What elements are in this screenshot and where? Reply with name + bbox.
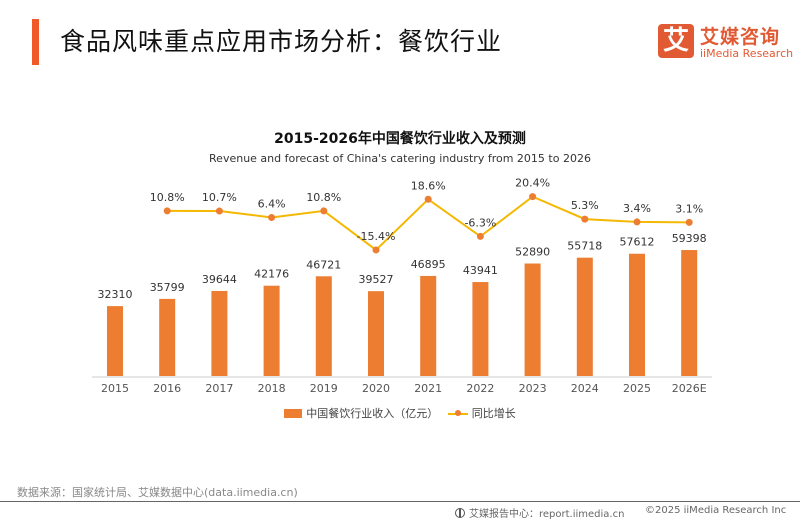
legend-item-growth: 同比增长 (447, 405, 516, 421)
bar-label-2019: 46721 (306, 258, 341, 271)
x-tick-label-2021: 2021 (414, 382, 442, 395)
bar-label-2021: 46895 (411, 258, 446, 271)
legend-revenue-label: 中国餐饮行业收入（亿元） (306, 407, 439, 420)
logo-cn-text: 艾媒咨询 (700, 26, 781, 48)
bar-2024 (576, 257, 593, 376)
title-accent-bar (32, 19, 39, 65)
growth-label-2016: 10.8% (150, 191, 185, 204)
bar-2023 (524, 263, 541, 376)
bar-label-2023: 52890 (515, 246, 550, 259)
growth-point-2016 (163, 207, 171, 215)
legend-item-revenue: 中国餐饮行业收入（亿元） (284, 405, 438, 421)
bar-2022 (472, 282, 489, 376)
globe-icon (455, 507, 465, 518)
bar-label-2018: 42176 (254, 268, 289, 281)
growth-point-2023 (529, 193, 537, 201)
growth-label-2018: 6.4% (258, 197, 286, 210)
bar-2018 (263, 285, 280, 376)
report-center-text[interactable]: 艾媒报告中心：report.iimedia.cn (469, 509, 625, 520)
growth-point-2020 (372, 246, 380, 254)
bar-label-2017: 39644 (202, 273, 237, 286)
bar-2019 (315, 276, 332, 376)
bar-label-2020: 39527 (359, 273, 394, 286)
chart-canvas: 32310 2015 35799 2016 39644 2017 42176 2018 4672… (92, 177, 712, 395)
chart-subtitle: Revenue and forecast of China's catering… (209, 152, 591, 165)
bar-label-2015: 32310 (98, 288, 133, 301)
growth-label-2017: 10.7% (202, 191, 237, 204)
growth-label-2026E: 3.1% (675, 202, 703, 215)
legend-growth-label: 同比增长 (471, 407, 516, 420)
growth-label-2025: 3.4% (623, 202, 651, 215)
footer-divider (0, 501, 800, 502)
data-source: 数据来源：国家统计局、艾媒数据中心(data.iimedia.cn) (17, 486, 298, 499)
bar-label-2026E: 59398 (672, 232, 707, 245)
x-tick-label-2026E: 2026E (672, 382, 707, 395)
x-tick-label-2018: 2018 (258, 382, 286, 395)
growth-label-2024: 5.3% (571, 199, 599, 212)
growth-point-2019 (320, 207, 328, 215)
bar-label-2025: 57612 (620, 236, 655, 249)
x-tick-label-2024: 2024 (571, 382, 599, 395)
chart-legend: 中国餐饮行业收入（亿元） 同比增长 (0, 405, 800, 421)
growth-point-2017 (215, 207, 223, 215)
growth-label-2021: 18.6% (411, 179, 446, 192)
iimedia-logo: 艾 艾媒咨询 iiMedia Research (658, 22, 798, 62)
x-tick-label-2022: 2022 (466, 382, 494, 395)
growth-label-2020: -15.4% (357, 230, 396, 243)
logo-mark-icon: 艾 (658, 24, 694, 58)
growth-label-2023: 20.4% (515, 177, 550, 190)
growth-label-2019: 10.8% (306, 191, 341, 204)
x-tick-label-2025: 2025 (623, 382, 651, 395)
report-center: 艾媒报告中心：report.iimedia.cn (455, 505, 624, 520)
chart-title: 2015-2026年中国餐饮行业收入及预测 (274, 131, 526, 147)
bar-2026E (681, 250, 698, 376)
growth-point-2022 (476, 232, 484, 240)
growth-point-2026E (685, 218, 693, 226)
x-tick-label-2015: 2015 (101, 382, 129, 395)
bar-2017 (211, 290, 228, 376)
bar-2015 (107, 306, 123, 376)
growth-point-2018 (268, 213, 276, 221)
x-tick-label-2023: 2023 (519, 382, 547, 395)
x-tick-label-2020: 2020 (362, 382, 390, 395)
growth-point-2021 (424, 195, 432, 203)
bar-2020 (368, 291, 384, 376)
legend-bar-swatch (284, 408, 303, 418)
bar-label-2016: 35799 (150, 281, 185, 294)
bar-2025 (629, 253, 645, 376)
growth-point-2024 (581, 215, 589, 223)
page-title: 食品风味重点应用市场分析：餐饮行业 (60, 27, 503, 56)
bar-2021 (420, 275, 437, 376)
legend-line-swatch (447, 409, 468, 418)
x-tick-label-2019: 2019 (310, 382, 338, 395)
growth-label-2022: -6.3% (464, 216, 496, 229)
growth-line (167, 195, 690, 252)
bar-2016 (159, 298, 176, 376)
bar-label-2022: 43941 (463, 264, 498, 277)
growth-point-2025 (633, 218, 641, 226)
x-tick-label-2017: 2017 (205, 382, 233, 395)
bar-label-2024: 55718 (567, 240, 602, 253)
logo-en-text: iiMedia Research (700, 47, 794, 60)
x-tick-label-2016: 2016 (153, 382, 181, 395)
copyright: ©2025 iiMedia Research Inc (645, 505, 787, 516)
